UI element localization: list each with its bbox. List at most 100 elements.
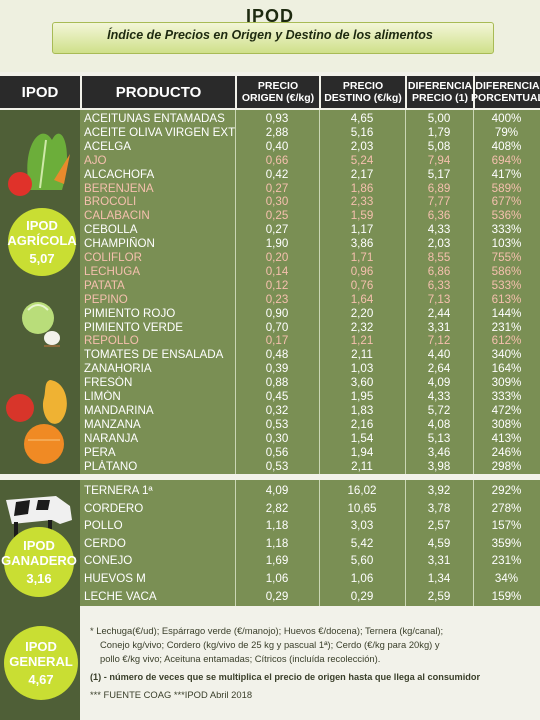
cell-origen: 0,17	[265, 334, 289, 348]
section-agricola: ACEITUNAS ENTAMADAS 0,93 4,65 5,00 400% ACEIT…	[0, 110, 540, 474]
cell-diferencia: 3,92	[427, 484, 451, 497]
cell-producto: LIMÓN	[84, 390, 121, 403]
cell-producto: ACELGA	[84, 139, 132, 153]
table-row: NARANJA 0,30 1,54 5,13 413%	[80, 432, 540, 446]
page-title: IPOD	[245, 6, 294, 26]
cell-porcentual: 34%	[494, 572, 519, 585]
cell-porcentual: 536%	[491, 209, 522, 223]
cell-origen: 0,25	[265, 209, 289, 223]
cell-diferencia: 4,40	[427, 348, 451, 362]
cell-porcentual: 408%	[491, 139, 522, 153]
cell-producto: NARANJA	[84, 431, 139, 445]
cell-porcentual: 333%	[491, 390, 522, 403]
cell-destino: 2,11	[351, 459, 373, 473]
cell-destino: 0,96	[350, 264, 374, 278]
cell-producto: BERENJENA	[84, 181, 154, 195]
table-row: CERDO 1,18 5,42 4,59 359%	[80, 535, 540, 553]
cell-producto: ACEITE OLIVA VIRGEN EXTRA	[84, 125, 235, 139]
cell-producto: PLÁTANO	[84, 459, 138, 473]
footnote-units-3: pollo €/kg vivo; Aceituna entamadas; Cít…	[100, 653, 381, 664]
cell-origen: 0,48	[265, 348, 289, 362]
cell-origen: 0,93	[265, 112, 289, 125]
cell-porcentual: 103%	[491, 237, 522, 251]
cell-producto: FRESÓN	[84, 376, 133, 390]
table-row: PATATA 0,12 0,76 6,33 533%	[80, 279, 540, 293]
header: IPOD Índice de Precios en Origen y Desti…	[0, 0, 540, 72]
cell-destino: 3,86	[350, 237, 374, 251]
cell-diferencia: 2,44	[427, 306, 451, 320]
cell-producto: CERDO	[84, 536, 126, 550]
cell-porcentual: 246%	[491, 445, 522, 459]
table-row: BERENJENA 0,27 1,86 6,89 589%	[80, 182, 540, 196]
cell-producto: BROCOLI	[84, 195, 137, 209]
cell-producto: ZANAHORIA	[84, 362, 152, 376]
cell-diferencia: 4,08	[427, 417, 451, 431]
cell-origen: 0,42	[265, 167, 289, 181]
cell-origen: 2,88	[265, 125, 289, 139]
cell-origen: 0,27	[265, 181, 289, 195]
table-row: ACELGA 0,40 2,03 5,08 408%	[80, 140, 540, 154]
cell-destino: 1,21	[350, 334, 374, 348]
cell-destino: 5,16	[350, 125, 374, 139]
ipod-general-badge: IPOD GENERAL 4,67	[4, 626, 78, 700]
cell-producto: CHAMPIÑON	[84, 237, 155, 251]
cell-porcentual: 309%	[491, 376, 522, 390]
cell-diferencia: 2,64	[427, 362, 451, 376]
cell-diferencia: 4,33	[427, 390, 451, 403]
cell-diferencia: 2,59	[427, 589, 451, 603]
col-header-diferencia-precio: DIFERENCIA PRECIO (1)	[407, 76, 473, 108]
cell-porcentual: 677%	[491, 195, 522, 209]
ganadero-table: TERNERA 1ª 4,09 16,02 3,92 292% CORDERO 2,82 10…	[80, 480, 540, 606]
table-row: BROCOLI 0,30 2,33 7,77 677%	[80, 195, 540, 209]
cell-diferencia: 4,09	[427, 376, 451, 390]
cell-origen: 0,30	[265, 195, 289, 209]
cell-origen: 0,53	[265, 417, 289, 431]
cell-origen: 0,27	[265, 223, 289, 237]
cell-producto: REPOLLO	[84, 334, 139, 348]
table-row: POLLO 1,18 3,03 2,57 157%	[80, 517, 540, 535]
cell-porcentual: 308%	[491, 417, 522, 431]
table-row: PLÁTANO 0,53 2,11 3,98 298%	[80, 460, 540, 474]
cell-diferencia: 6,33	[427, 278, 451, 292]
cell-porcentual: 613%	[491, 292, 522, 306]
cell-porcentual: 612%	[491, 334, 522, 348]
table-row: LECHE VACA 0,29 0,29 2,59 159%	[80, 588, 540, 606]
cell-origen: 0,45	[265, 390, 289, 403]
cell-porcentual: 278%	[491, 501, 522, 515]
cell-producto: PERA	[84, 445, 116, 459]
cell-diferencia: 4,33	[427, 223, 451, 237]
table-row: LECHUGA 0,14 0,96 6,86 586%	[80, 265, 540, 279]
cell-producto: CEBOLLA	[84, 223, 138, 237]
table-row: ACEITUNAS ENTAMADAS 0,93 4,65 5,00 400%	[80, 112, 540, 126]
table-row: MANDARINA 0,32 1,83 5,72 472%	[80, 404, 540, 418]
table-row: LIMÓN 0,45 1,95 4,33 333%	[80, 390, 540, 404]
cell-origen: 0,32	[265, 403, 289, 417]
table-row: CORDERO 2,82 10,65 3,78 278%	[80, 500, 540, 518]
cell-porcentual: 400%	[491, 112, 522, 125]
cell-destino: 2,33	[350, 195, 374, 209]
cell-porcentual: 231%	[491, 320, 522, 334]
footnote-units-2: Conejo kg/vivo; Cordero (kg/vivo de 25 k…	[100, 639, 440, 650]
table-row: AJO 0,66 5,24 7,94 694%	[80, 154, 540, 168]
table-row: CHAMPIÑON 1,90 3,86 2,03 103%	[80, 237, 540, 251]
cabbage-onion-icon	[22, 302, 60, 347]
cell-diferencia: 1,34	[427, 572, 451, 585]
cell-diferencia: 6,89	[427, 181, 451, 195]
cell-destino: 2,20	[350, 306, 374, 320]
cell-diferencia: 8,55	[427, 251, 451, 264]
cell-diferencia: 1,79	[427, 125, 451, 139]
cell-diferencia: 2,57	[427, 519, 451, 533]
cell-diferencia: 7,12	[427, 334, 451, 348]
cell-porcentual: 533%	[491, 278, 522, 292]
cell-diferencia: 6,86	[427, 264, 451, 278]
cell-porcentual: 340%	[491, 348, 522, 362]
cell-producto: TERNERA 1ª	[84, 484, 153, 497]
cell-producto: ALCACHOFA	[84, 167, 155, 181]
table-row: ZANAHORIA 0,39 1,03 2,64 164%	[80, 362, 540, 376]
cell-origen: 4,09	[265, 484, 289, 497]
fruits-icon	[6, 380, 67, 464]
vegetables-fruits-illustration	[6, 133, 70, 464]
cell-producto: CONEJO	[84, 554, 133, 568]
cell-porcentual: 144%	[491, 306, 522, 320]
col-header-producto: PRODUCTO	[82, 76, 235, 108]
